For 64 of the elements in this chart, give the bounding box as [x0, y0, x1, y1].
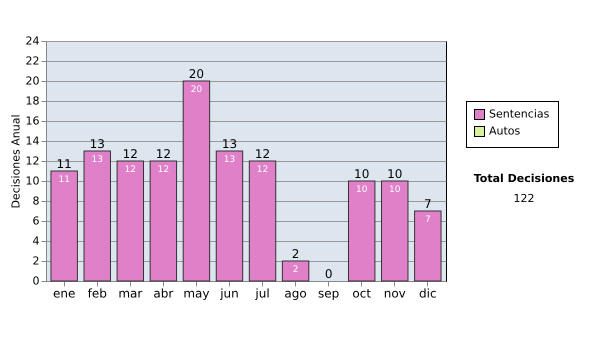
data-label: 10: [356, 185, 368, 195]
total-label: 13: [90, 137, 105, 151]
bar: [150, 160, 178, 282]
total-label: 12: [254, 147, 270, 161]
y-tick-label: 12: [26, 154, 40, 168]
bar: [216, 150, 244, 282]
y-tick-label: 14: [26, 134, 40, 148]
x-tick-label: ago: [284, 286, 307, 300]
total-label: 0: [324, 267, 332, 281]
bar: [84, 150, 111, 282]
bar: [116, 160, 144, 282]
bar: [381, 180, 408, 282]
y-axis-title: Decisiones Anual: [10, 114, 23, 209]
data-label: 20: [190, 85, 202, 95]
bar: [282, 260, 310, 282]
y-tick-label: 8: [32, 194, 40, 208]
data-label: 11: [58, 175, 70, 185]
total-label: 2: [292, 247, 300, 261]
y-tick-label: 0: [32, 274, 40, 288]
y-tick-label: 10: [26, 174, 40, 188]
bar: [248, 160, 276, 282]
total-label: 7: [424, 197, 432, 211]
y-tick-label: 4: [32, 234, 40, 248]
legend-label: Sentencias: [489, 108, 550, 120]
bar: [50, 170, 78, 282]
bar: [182, 80, 210, 282]
data-label: 12: [124, 165, 136, 175]
x-tick-label: may: [183, 286, 210, 300]
x-tick-label: oct: [352, 286, 372, 300]
total-label: 10: [387, 167, 402, 181]
data-label: 13: [92, 155, 103, 165]
data-label: 7: [424, 215, 431, 225]
total-label: 11: [56, 157, 72, 171]
x-tick-label: sep: [318, 286, 340, 300]
data-label: 2: [292, 265, 298, 275]
x-tick-label: jun: [219, 286, 239, 300]
data-label: 12: [256, 165, 268, 175]
y-tick-label: 2: [32, 254, 40, 268]
x-tick-label: ene: [52, 286, 76, 300]
data-label: 13: [224, 155, 236, 165]
data-label: 10: [389, 185, 401, 195]
total-label: 13: [222, 137, 238, 151]
y-tick-label: 24: [26, 34, 40, 48]
x-tick-label: mar: [118, 286, 142, 300]
total-label: 12: [122, 147, 138, 161]
y-tick-label: 22: [26, 54, 40, 68]
total-label: 20: [188, 67, 204, 81]
x-tick-label: dic: [419, 286, 437, 300]
data-label: 12: [158, 165, 170, 175]
x-tick-label: nov: [384, 286, 406, 300]
y-tick-label: 18: [26, 94, 40, 108]
y-tick-label: 16: [26, 114, 40, 128]
y-tick-label: 6: [32, 214, 40, 228]
x-tick-label: jul: [254, 286, 270, 300]
y-tick-label: 20: [26, 74, 40, 88]
text: 122: [514, 192, 534, 205]
bar: [348, 180, 376, 282]
total-label: 10: [354, 167, 370, 181]
x-tick-label: abr: [153, 286, 174, 300]
bar: [414, 210, 442, 282]
text: Total Decisiones: [474, 172, 575, 185]
legend-label: Autos: [489, 124, 521, 138]
x-tick-label: feb: [88, 286, 107, 300]
total-label: 12: [156, 147, 171, 161]
